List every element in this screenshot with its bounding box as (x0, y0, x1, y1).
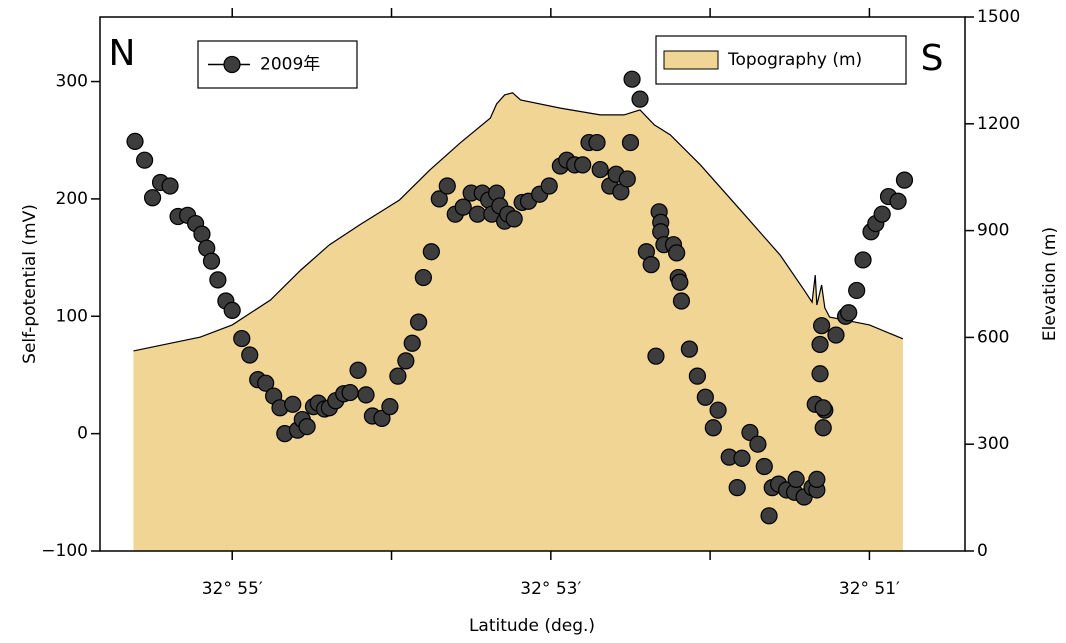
y2-tick-label: 0 (977, 541, 988, 561)
scatter-point (814, 419, 832, 437)
annotation: S (921, 38, 944, 79)
scatter-point (540, 177, 558, 195)
area-fill (133, 92, 903, 551)
x-tick-label: 32° 55′ (202, 579, 263, 599)
scatter-point (438, 177, 456, 195)
scatter-point (591, 160, 609, 179)
scatter-point (680, 340, 699, 358)
legend-marker (223, 55, 241, 74)
scatter-point (895, 171, 914, 189)
scatter-point (161, 177, 179, 195)
scatter-point (381, 398, 399, 416)
scatter-point (389, 367, 407, 385)
scatter-point (349, 361, 367, 379)
plot-frame (99, 16, 966, 552)
scatter-point (647, 347, 665, 365)
scatter-point (143, 189, 162, 207)
y-tick-label: 200 (56, 189, 88, 209)
scatter-point (671, 273, 689, 291)
scatter-point (873, 205, 891, 223)
scatter-point (233, 329, 251, 348)
scatter-point (618, 170, 636, 188)
scatter-point (357, 386, 375, 404)
legend-label: Topography (m) (727, 50, 862, 70)
y-tick-label: −100 (41, 541, 88, 561)
scatter-point (414, 268, 432, 287)
scatter-point (642, 256, 660, 274)
scatter-point (631, 90, 649, 108)
scatter-point (430, 190, 448, 208)
x-tick-label: 32° 51′ (839, 579, 900, 599)
scatter-point (696, 388, 714, 406)
scatter-point (854, 251, 872, 269)
scatter-point (298, 417, 316, 436)
scatter-point (733, 449, 751, 467)
scatter-point (668, 244, 686, 262)
y2-axis-label: Elevation (m) (1040, 227, 1060, 341)
y2-tick-label: 1200 (977, 114, 1020, 134)
scatter-point (403, 334, 421, 352)
scatter-point (811, 335, 829, 354)
scatter-point (760, 507, 778, 525)
legend: 2009年 (197, 40, 358, 89)
scatter-point (505, 210, 523, 228)
scatter-point (688, 367, 706, 385)
x-axis-label: Latitude (deg.) (469, 616, 595, 636)
scatter-point (241, 346, 259, 364)
scatter-point (621, 133, 640, 152)
x-tick-label: 32° 53′ (520, 579, 581, 599)
scatter-point (728, 479, 746, 497)
annotation: N (109, 33, 136, 74)
scatter-point (209, 271, 227, 289)
scatter-point (574, 156, 592, 174)
scatter-point (284, 395, 302, 413)
y2-tick-label: 900 (977, 221, 1009, 241)
scatter-point (136, 151, 154, 169)
y-tick-label: 100 (56, 306, 88, 326)
scatter-point (811, 365, 829, 383)
legend: Topography (m) (655, 35, 907, 85)
scatter-point (454, 198, 472, 216)
scatter-point (704, 419, 722, 437)
scatter-point (397, 352, 415, 370)
scatter-point (741, 423, 759, 442)
legend-swatch (663, 50, 719, 70)
scatter-point (126, 132, 144, 151)
scatter-point (341, 383, 359, 402)
scatter-point (848, 281, 866, 300)
scatter-point (623, 70, 641, 88)
scatter-point (827, 326, 845, 344)
scatter-point (814, 399, 832, 417)
scatter-point (787, 470, 805, 489)
scatter-point (813, 317, 831, 335)
legend-label: 2009年 (260, 55, 320, 75)
y-axis-label: Self-potential (mV) (20, 204, 40, 364)
scatter-point (373, 409, 391, 427)
scatter-point (468, 205, 487, 223)
scatter-point (422, 243, 440, 261)
y2-tick-label: 1500 (977, 7, 1020, 27)
scatter-point (672, 292, 691, 310)
scatter-point (749, 435, 767, 453)
y2-tick-label: 600 (977, 327, 1009, 347)
scatter-point (755, 457, 773, 476)
scatter-point (889, 192, 907, 210)
scatter-point (410, 313, 428, 331)
scatter-point (808, 470, 826, 489)
scatter-point (709, 401, 727, 419)
scatter-point (840, 304, 858, 322)
y-tick-label: 300 (56, 72, 88, 92)
scatter-point (257, 374, 275, 392)
scatter-point (223, 301, 241, 320)
scatter-point (202, 252, 221, 270)
y2-tick-label: 300 (977, 434, 1009, 454)
y-tick-label: 0 (77, 424, 88, 444)
area-outline (133, 92, 904, 352)
scatter-point (588, 133, 606, 152)
